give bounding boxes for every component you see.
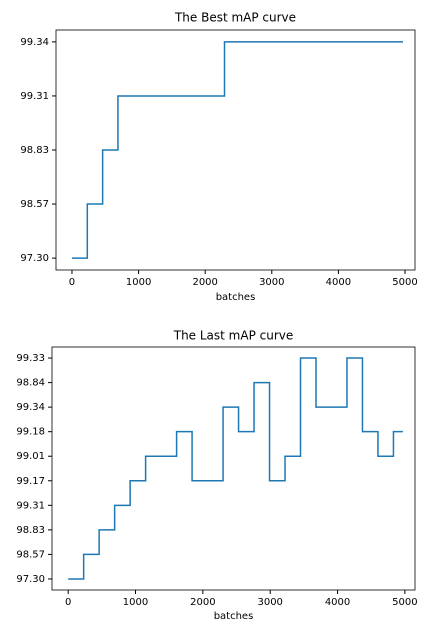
x-tick-label: 0 xyxy=(65,597,71,608)
x-tick-label: 1000 xyxy=(123,597,148,608)
y-tick-label: 97.30 xyxy=(20,253,49,264)
x-axis-label: batches xyxy=(216,292,256,303)
y-tick-label: 99.31 xyxy=(16,500,45,511)
y-tick-label: 99.34 xyxy=(16,402,45,413)
y-tick-label: 99.33 xyxy=(16,353,45,364)
chart-title: The Last mAP curve xyxy=(173,329,294,343)
y-tick-label: 98.84 xyxy=(16,378,45,389)
plot-frame xyxy=(51,346,416,591)
y-tick-label: 99.01 xyxy=(16,451,45,462)
x-tick-label: 0 xyxy=(69,277,75,288)
y-tick-label: 98.83 xyxy=(16,525,45,536)
step-line xyxy=(68,357,403,580)
x-tick-label: 2000 xyxy=(190,597,215,608)
y-tick-label: 98.57 xyxy=(16,549,45,560)
y-tick-label: 99.18 xyxy=(16,427,45,438)
y-tick-label: 97.30 xyxy=(16,574,45,585)
x-tick-label: 4000 xyxy=(325,597,350,608)
plot-frame xyxy=(55,29,416,271)
x-tick-label: 1000 xyxy=(126,277,151,288)
y-tick-label: 99.34 xyxy=(20,37,49,48)
y-tick-label: 98.57 xyxy=(20,199,49,210)
x-tick-label: 5000 xyxy=(392,597,417,608)
x-tick-label: 2000 xyxy=(192,277,217,288)
y-tick-label: 99.31 xyxy=(20,91,49,102)
x-axis-label: batches xyxy=(214,611,254,622)
x-tick-label: 3000 xyxy=(259,277,284,288)
x-tick-label: 3000 xyxy=(257,597,282,608)
step-line xyxy=(71,41,404,259)
y-tick-label: 98.83 xyxy=(20,145,49,156)
x-tick-label: 5000 xyxy=(392,277,417,288)
y-tick-label: 99.17 xyxy=(16,476,45,487)
x-tick-label: 4000 xyxy=(326,277,351,288)
chart-title: The Best mAP curve xyxy=(174,11,296,25)
